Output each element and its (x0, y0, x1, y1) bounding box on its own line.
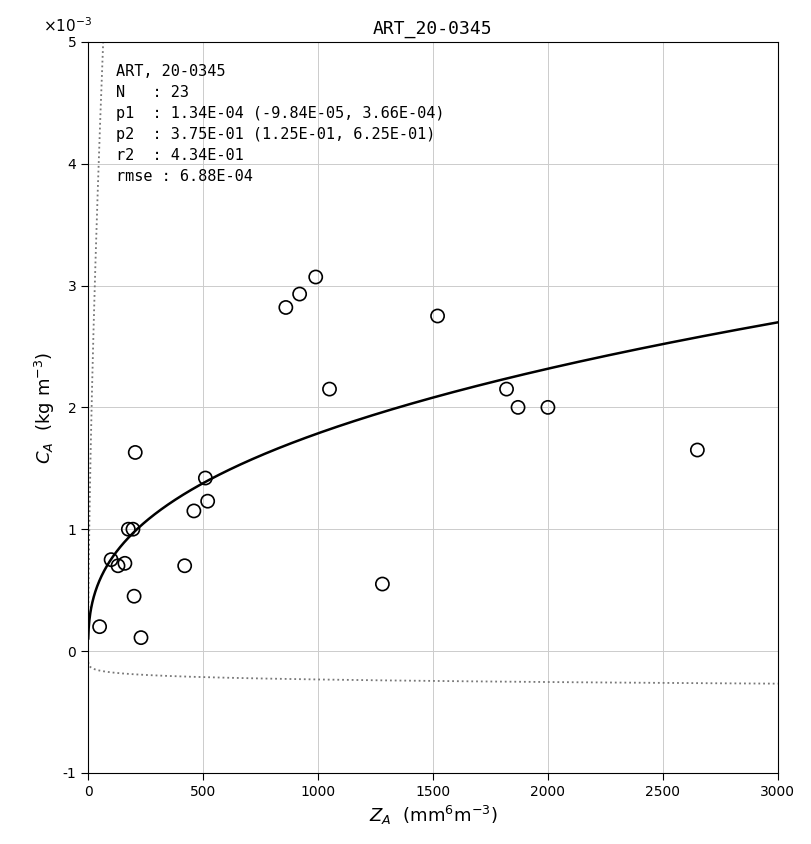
Point (127, 589, 140, 603)
Point (690, 443, 703, 457)
Point (500, 382, 513, 396)
Point (375, 577, 388, 591)
Title: ART_20-0345: ART_20-0345 (373, 19, 492, 38)
Point (135, 630, 148, 644)
Point (118, 556, 131, 570)
Point (127, 522, 139, 536)
Point (541, 401, 554, 414)
Point (111, 559, 124, 572)
Y-axis label: $C_A\ \ (\mathrm{kg}\ \mathrm{m}^{-3})$: $C_A\ \ (\mathrm{kg}\ \mathrm{m}^{-3})$ (33, 351, 57, 463)
Point (431, 309, 444, 322)
Point (105, 553, 118, 566)
Point (129, 446, 142, 459)
Point (279, 300, 292, 314)
X-axis label: $Z_A\ \ (\mathrm{mm}^6\mathrm{m}^{-3})$: $Z_A\ \ (\mathrm{mm}^6\mathrm{m}^{-3})$ (368, 804, 496, 827)
Point (199, 471, 212, 484)
Point (201, 495, 214, 508)
Point (309, 270, 322, 284)
Point (93, 620, 106, 634)
Point (187, 504, 200, 517)
Point (511, 401, 524, 414)
Text: ART, 20-0345
N   : 23
p1  : 1.34E-04 (-9.84E-05, 3.66E-04)
p2  : 3.75E-01 (1.25E: ART, 20-0345 N : 23 p1 : 1.34E-04 (-9.84… (115, 64, 444, 184)
Point (323, 382, 336, 396)
Text: $\times10^{-3}$: $\times10^{-3}$ (43, 16, 92, 35)
Point (293, 287, 306, 300)
Point (122, 522, 135, 536)
Point (178, 559, 191, 572)
